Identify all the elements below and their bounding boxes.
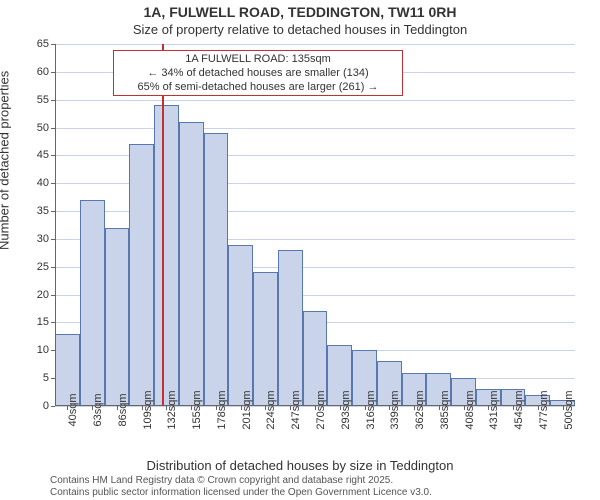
plot-area: 0510152025303540455055606540sqm63sqm86sq…	[55, 44, 575, 406]
x-tick-label: 247sqm	[290, 390, 302, 429]
y-tick-mark	[51, 406, 55, 407]
y-tick-label: 35	[37, 205, 49, 217]
y-axis-line	[55, 44, 56, 406]
annotation-line-3: 65% of semi-detached houses are larger (…	[118, 81, 398, 95]
x-tick-label: 454sqm	[513, 390, 525, 429]
attribution-line-1: Contains HM Land Registry data © Crown c…	[50, 475, 590, 486]
x-axis-line	[55, 405, 575, 406]
y-tick-label: 0	[43, 400, 49, 412]
y-tick-label: 25	[37, 261, 49, 273]
x-tick-label: 431sqm	[488, 390, 500, 429]
x-axis-label: Distribution of detached houses by size …	[0, 458, 600, 473]
histogram-bar	[105, 228, 130, 406]
gridline	[55, 44, 575, 45]
y-tick-label: 10	[37, 344, 49, 356]
x-tick-label: 408sqm	[464, 390, 476, 429]
gridline	[55, 100, 575, 101]
y-tick-label: 20	[37, 289, 49, 301]
histogram-bar	[228, 245, 253, 407]
chart-container: { "chart": { "type": "histogram", "title…	[0, 0, 600, 500]
x-tick-label: 477sqm	[538, 390, 550, 429]
histogram-bar	[204, 133, 229, 406]
annotation-box: 1A FULWELL ROAD: 135sqm← 34% of detached…	[113, 50, 403, 96]
y-tick-label: 55	[37, 94, 49, 106]
x-tick-label: 500sqm	[563, 390, 575, 429]
histogram-bar	[278, 250, 303, 406]
gridline	[55, 128, 575, 129]
x-tick-label: 293sqm	[340, 390, 352, 429]
x-tick-label: 270sqm	[315, 390, 327, 429]
annotation-line-1: 1A FULWELL ROAD: 135sqm	[118, 53, 398, 67]
x-tick-label: 224sqm	[265, 390, 277, 429]
x-tick-label: 178sqm	[216, 390, 228, 429]
y-tick-label: 50	[37, 122, 49, 134]
x-tick-label: 339sqm	[389, 390, 401, 429]
x-tick-label: 155sqm	[191, 390, 203, 429]
histogram-bar	[80, 200, 105, 406]
y-tick-label: 40	[37, 177, 49, 189]
property-marker-line	[162, 44, 164, 406]
x-tick-label: 385sqm	[439, 390, 451, 429]
x-tick-label: 63sqm	[92, 393, 104, 426]
chart-subtitle: Size of property relative to detached ho…	[0, 22, 600, 37]
histogram-bar	[179, 122, 204, 406]
x-tick-label: 362sqm	[414, 390, 426, 429]
attribution-line-2: Contains public sector information licen…	[50, 487, 590, 498]
histogram-bar	[154, 105, 179, 406]
histogram-bar	[129, 144, 154, 406]
y-tick-label: 5	[43, 372, 49, 384]
y-axis-label: Number of detached properties	[0, 71, 12, 250]
y-tick-label: 30	[37, 233, 49, 245]
y-tick-label: 60	[37, 66, 49, 78]
y-tick-label: 65	[37, 38, 49, 50]
annotation-line-2: ← 34% of detached houses are smaller (13…	[118, 67, 398, 81]
x-tick-label: 109sqm	[142, 390, 154, 429]
chart-title: 1A, FULWELL ROAD, TEDDINGTON, TW11 0RH	[0, 4, 600, 20]
y-tick-label: 15	[37, 316, 49, 328]
y-tick-label: 45	[37, 149, 49, 161]
x-tick-label: 132sqm	[166, 390, 178, 429]
x-tick-label: 201sqm	[241, 390, 253, 429]
x-tick-label: 316sqm	[365, 390, 377, 429]
x-tick-label: 40sqm	[67, 393, 79, 426]
x-tick-label: 86sqm	[117, 393, 129, 426]
histogram-bar	[253, 272, 278, 406]
